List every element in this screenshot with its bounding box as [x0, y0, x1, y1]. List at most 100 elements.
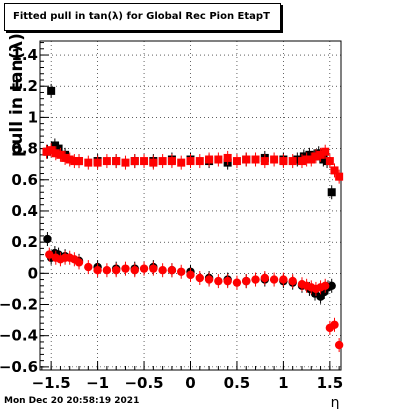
- data-point-square: [335, 172, 344, 181]
- chart-title: Fitted pull in tan(λ) for Global Rec Pio…: [4, 3, 281, 31]
- data-point-square: [311, 152, 320, 161]
- data-point-circle: [269, 275, 279, 284]
- data-point-circle: [130, 266, 139, 275]
- data-point-square: [242, 155, 251, 164]
- data-point-square: [84, 158, 93, 167]
- data-point-square: [307, 155, 316, 164]
- grid-lines: [40, 41, 341, 370]
- data-point-square: [327, 188, 336, 197]
- x-tick-label: −1.5: [32, 374, 71, 392]
- data-point-square: [167, 157, 176, 166]
- x-tick-label: −1: [86, 374, 109, 392]
- data-point-square: [302, 155, 311, 164]
- data-point-square: [293, 155, 302, 164]
- data-point-circle: [251, 275, 260, 284]
- y-tick-label: −0.2: [0, 296, 38, 314]
- data-point-square: [140, 157, 149, 166]
- data-point-circle: [232, 278, 242, 287]
- data-point-square: [177, 158, 186, 167]
- data-point-circle: [167, 266, 177, 275]
- tick-labels: −1.5 −1 −0.5 0 0.5 1 1.5 −0.6 −0.4 −0.2 0 0.2 0.4 0.6…: [0, 46, 343, 392]
- x-tick-label: −0.5: [124, 374, 163, 392]
- data-point-circle: [334, 340, 344, 350]
- data-point-circle: [214, 276, 223, 286]
- data-point-square: [93, 158, 102, 167]
- data-point-square: [158, 157, 167, 166]
- data-point-square: [47, 146, 56, 155]
- data-point-square: [65, 155, 74, 164]
- data-point-square: [47, 86, 56, 95]
- data-point-circle: [139, 264, 149, 273]
- data-point-square: [186, 157, 195, 166]
- y-tick-label: −0.6: [0, 358, 38, 376]
- data-point-square: [297, 157, 306, 166]
- data-point-square: [61, 153, 70, 162]
- data-point-square: [288, 157, 297, 166]
- data-point-circle: [321, 281, 330, 291]
- data-point-square: [195, 157, 204, 166]
- x-axis-label: η: [331, 395, 340, 409]
- data-point-circle: [149, 264, 158, 273]
- data-point-circle: [111, 266, 121, 275]
- y-tick-label: 0.2: [11, 233, 38, 251]
- x-tick-label: 1: [278, 374, 288, 392]
- data-point-square: [149, 158, 158, 167]
- data-point-square: [279, 157, 288, 166]
- data-point-circle: [242, 276, 251, 286]
- axis-ticks: [40, 42, 340, 370]
- y-tick-label: 0.6: [11, 171, 38, 189]
- data-point-circle: [330, 320, 339, 329]
- data-point-circle: [327, 281, 336, 291]
- y-tick-label: 0.8: [11, 140, 38, 158]
- data-point-square: [223, 153, 232, 162]
- data-point-square: [54, 144, 63, 153]
- data-point-square: [232, 157, 241, 166]
- data-point-circle: [43, 234, 52, 244]
- data-point-square: [121, 158, 130, 167]
- timestamp: Mon Dec 20 20:58:19 2021: [4, 396, 140, 406]
- x-tick-label: 0.5: [224, 374, 251, 392]
- data-point-square: [205, 155, 214, 164]
- data-point-circle: [45, 250, 54, 259]
- data-point-square: [305, 150, 314, 159]
- data-point-square: [316, 150, 325, 159]
- data-point-square: [270, 155, 279, 164]
- x-tick-label: 0: [185, 374, 195, 392]
- data-point-circle: [279, 275, 288, 284]
- y-tick-label: 0: [28, 264, 38, 282]
- data-point-square: [251, 155, 260, 164]
- data-point-circle: [223, 276, 232, 286]
- data-point-circle: [288, 276, 297, 286]
- data-point-circle: [186, 270, 195, 280]
- data-point-square: [70, 157, 79, 166]
- data-point-square: [56, 150, 65, 159]
- y-tick-label: 1.4: [11, 46, 38, 64]
- data-point-square: [130, 157, 139, 166]
- y-axis-label: pull in tan(λ): [7, 33, 27, 157]
- data-point-square: [321, 147, 330, 156]
- data-point-circle: [102, 266, 112, 275]
- data-point-square: [260, 157, 269, 166]
- data-point-circle: [260, 273, 270, 283]
- y-tick-label: −0.4: [0, 327, 38, 345]
- data-point-circle: [195, 273, 204, 283]
- data-point-square: [102, 157, 111, 166]
- data-point-circle: [84, 262, 93, 272]
- data-point-circle: [177, 267, 186, 276]
- data-point-circle: [204, 275, 214, 284]
- x-tick-label: 1.5: [317, 374, 344, 392]
- data-point-square: [325, 157, 334, 166]
- data-point-square: [75, 157, 84, 166]
- y-tick-label: 1: [28, 108, 38, 126]
- data-point-square: [112, 157, 121, 166]
- data-point-circle: [74, 258, 84, 267]
- data-point-circle: [93, 266, 102, 275]
- data-point-circle: [158, 266, 167, 275]
- data-point-square: [51, 149, 60, 158]
- data-point-circle: [121, 264, 130, 273]
- data-marks: [42, 83, 344, 353]
- y-tick-label: 1.2: [11, 77, 38, 95]
- y-tick-label: 0.4: [11, 202, 38, 220]
- data-point-square: [214, 155, 223, 164]
